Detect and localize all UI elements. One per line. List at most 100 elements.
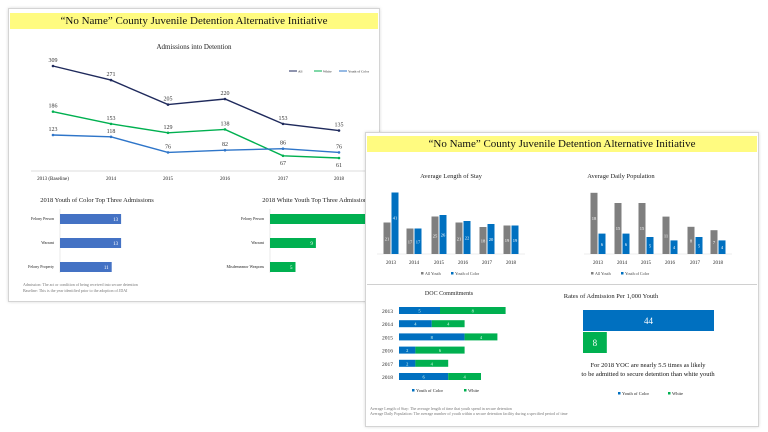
- x-tick-label: 2013: [593, 261, 604, 266]
- data-label: 129: [164, 125, 173, 131]
- footnote-alos: Average Length of Stay: The average leng…: [370, 406, 512, 411]
- x-tick-label: 2015: [434, 261, 445, 266]
- category-label: Misdemeanor Weapons: [227, 264, 265, 269]
- divider: [367, 284, 757, 285]
- data-point: [337, 156, 341, 160]
- data-label: 76: [165, 144, 171, 150]
- bar: [60, 214, 122, 224]
- bar-value-label: 5: [418, 309, 421, 314]
- chart-title: Admissions into Detention: [156, 43, 232, 51]
- data-label: 309: [49, 58, 58, 64]
- bar-value-label: 9: [310, 242, 313, 247]
- bar: [463, 221, 471, 254]
- bar-value-label: 19: [513, 238, 518, 243]
- x-tick-label: 2016: [665, 261, 676, 266]
- data-label: 86: [280, 141, 286, 147]
- slide-title: “No Name” County Juvenile Detention Alte…: [10, 13, 378, 29]
- legend-swatch: [421, 272, 424, 275]
- bar-value-label: 2: [406, 361, 408, 366]
- bar: [270, 238, 316, 248]
- bar-segment: [431, 320, 465, 328]
- bar-value-label: 15: [616, 226, 621, 231]
- category-label: 2018: [382, 375, 393, 381]
- legend-swatch: [464, 389, 467, 392]
- chart-title: 2018 White Youth Top Three Admissions: [262, 197, 370, 204]
- bar-value-label: 4: [480, 335, 483, 340]
- legend-swatch: [618, 392, 621, 395]
- data-point: [166, 103, 170, 106]
- bar-value-label: 4: [721, 245, 724, 250]
- data-label: 138: [221, 121, 230, 127]
- bar-value-label: 11: [104, 266, 109, 271]
- bar-value-label: 26: [441, 233, 446, 238]
- bar-value-label: 2: [406, 348, 408, 353]
- legend-label: Youth of Color: [455, 271, 480, 276]
- bar-segment: [399, 307, 440, 314]
- x-tick-label: 2017: [482, 261, 493, 266]
- bar-value-label: 5: [290, 266, 293, 271]
- bar: [583, 310, 714, 331]
- data-point: [109, 78, 113, 82]
- bar-segment: [440, 307, 506, 314]
- data-point: [166, 131, 170, 135]
- x-tick-label: 2016: [220, 177, 231, 182]
- bar: [270, 262, 296, 272]
- category-label: Warrant: [251, 240, 265, 245]
- bar-value-label: 7: [713, 240, 716, 245]
- bar-value-label: 15: [640, 226, 645, 231]
- bar-value-label: 8: [431, 335, 434, 340]
- series-line-youth-of-color: [52, 134, 340, 154]
- bar-value-label: 5: [649, 244, 652, 249]
- legend-label: Youth of Color: [348, 70, 370, 74]
- bar-value-label: 41: [393, 216, 398, 221]
- bar-segment: [399, 373, 449, 380]
- data-label: 186: [49, 104, 58, 110]
- bar-value-label: 6: [422, 375, 425, 380]
- bar: [662, 216, 670, 254]
- bar: [718, 240, 726, 254]
- x-tick-label: 2015: [641, 261, 652, 266]
- bar: [583, 332, 607, 353]
- category-label: Felony Person: [31, 216, 54, 221]
- bar-value-label: 6: [625, 242, 628, 247]
- data-point: [223, 128, 227, 131]
- data-label: 153: [107, 116, 116, 122]
- bar: [503, 225, 511, 254]
- data-point: [109, 122, 113, 126]
- bar: [60, 238, 122, 248]
- category-label: Felony Property: [28, 264, 54, 269]
- bar: [406, 228, 414, 254]
- x-tick-label: 2018: [713, 261, 724, 266]
- x-tick-label: 2013: [386, 261, 397, 266]
- legend-label: Youth of Color: [622, 391, 650, 396]
- bar-value-label: 21: [457, 236, 462, 241]
- category-label: 2014: [382, 322, 393, 328]
- data-point: [281, 147, 285, 151]
- bar-value-label: 19: [505, 238, 510, 243]
- bar: [391, 192, 399, 254]
- bar: [670, 240, 678, 254]
- bar-value-label: 13: [113, 242, 119, 247]
- bar: [710, 230, 718, 254]
- x-tick-label: 2014: [617, 261, 628, 266]
- bar-value-label: 6: [601, 242, 604, 247]
- chart-title: DOC Commitments: [425, 291, 474, 297]
- bar-value-label: 22: [465, 236, 470, 241]
- bar: [270, 214, 380, 224]
- slide-outcomes: “No Name” County Juvenile Detention Alte…: [365, 132, 759, 427]
- bar: [455, 222, 463, 254]
- category-label: 2013: [382, 309, 393, 315]
- bar: [687, 226, 695, 254]
- legend-swatch: [412, 389, 415, 392]
- bar-segment: [399, 333, 465, 341]
- series-line-all: [52, 65, 340, 132]
- bar: [487, 224, 495, 254]
- bar: [614, 203, 622, 254]
- category-label: Warrant: [41, 240, 55, 245]
- bar-value-label: 18: [592, 216, 597, 221]
- bar: [646, 237, 654, 254]
- data-label: 76: [336, 144, 342, 150]
- bar-segment: [399, 320, 432, 328]
- bar-value-label: 4: [463, 375, 466, 380]
- bar-segment: [415, 359, 449, 367]
